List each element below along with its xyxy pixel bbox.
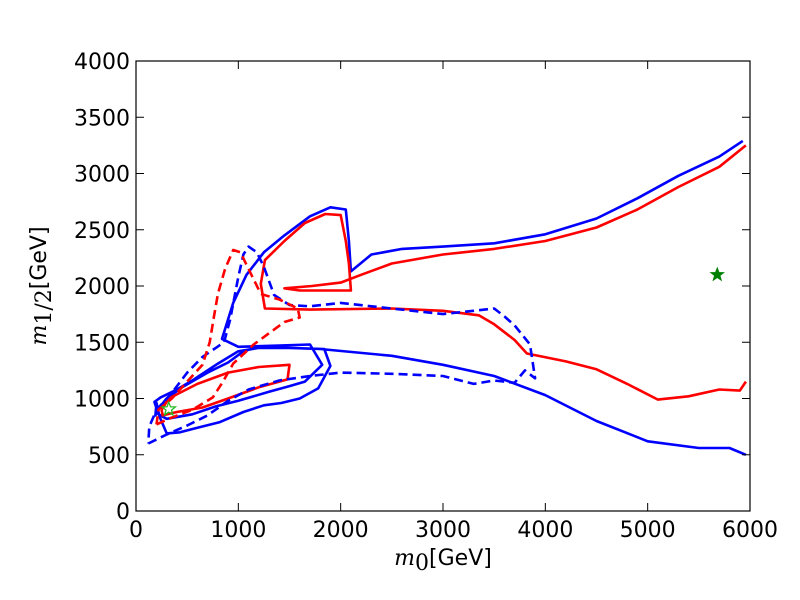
series-red-solid-contour [259, 144, 747, 401]
x-tick-label: 0 [129, 518, 143, 543]
y-tick-label: 0 [116, 500, 130, 525]
y-axis-label: m1/2[GeV] [27, 226, 57, 345]
y-tick-label: 2000 [74, 275, 130, 300]
x-tick-label: 2000 [313, 518, 369, 543]
x-axis-symbol: m [394, 546, 415, 571]
y-tick-label: 2500 [74, 219, 130, 244]
plot-background [136, 61, 750, 511]
y-tick-label: 500 [88, 444, 130, 469]
series-red-dashed-contour [155, 248, 302, 426]
y-axis-unit: [GeV] [27, 226, 52, 289]
x-tick-label: 1000 [210, 518, 266, 543]
marker-layer [160, 266, 726, 417]
reference-star-marker [160, 400, 178, 417]
y-tick-label: 3500 [74, 106, 130, 131]
x-axis-subscript: 0 [415, 551, 429, 576]
best-fit-star-marker [709, 266, 726, 282]
y-tick-label: 1500 [74, 331, 130, 356]
x-tick-label: 5000 [620, 518, 676, 543]
series-blue-dashed-contour [147, 245, 537, 445]
series-layer [147, 139, 747, 457]
x-tick-label: 6000 [722, 518, 778, 543]
x-axis-label: m0[GeV] [394, 546, 492, 576]
y-axis-subscript: 1/2 [32, 289, 57, 324]
y-tick-label: 1000 [74, 388, 130, 413]
tick-layer: 0 1000 2000 3000 4000 5000 6000 0 500 1000 1500 200… [74, 50, 778, 543]
y-axis-symbol: m [27, 325, 52, 346]
x-tick-label: 3000 [415, 518, 471, 543]
x-tick-label: 4000 [517, 518, 573, 543]
y-tick-label: 3000 [74, 163, 130, 188]
y-tick-label: 4000 [74, 50, 130, 75]
x-axis-unit: [GeV] [429, 546, 492, 571]
